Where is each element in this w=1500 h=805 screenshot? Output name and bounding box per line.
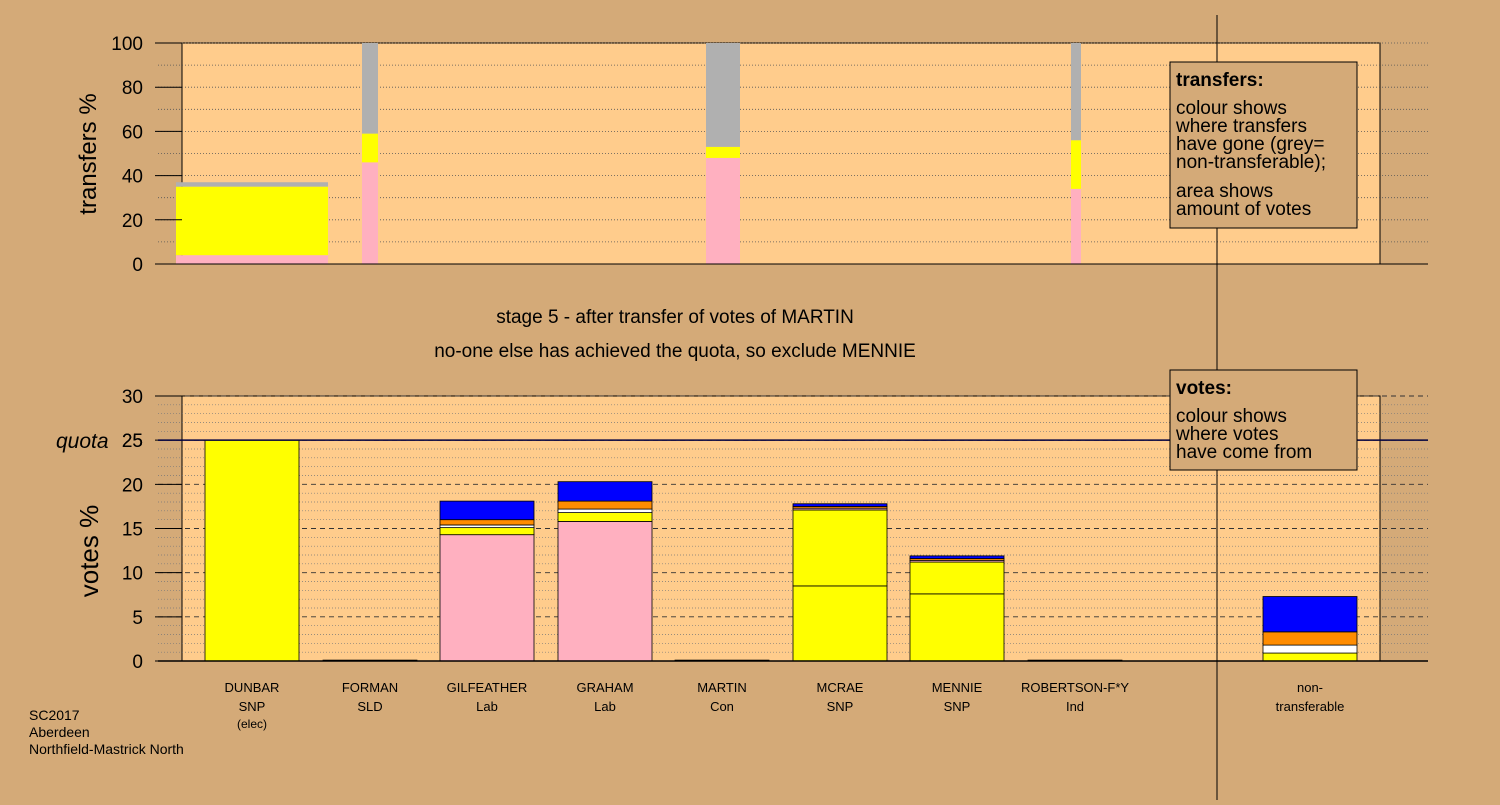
transfers-legend-line: amount of votes	[1176, 199, 1311, 220]
transfer-bar-segment	[362, 162, 378, 264]
vote-bar-segment	[909, 593, 1005, 662]
vote-bar-segment	[557, 512, 653, 522]
footer-line: SC2017	[29, 707, 80, 723]
votes-legend-line: colour shows	[1176, 406, 1287, 427]
votes-tick-label: 15	[122, 520, 143, 541]
vote-bar-segment	[909, 561, 1005, 595]
transfers-legend-line: have gone (grey=	[1176, 134, 1324, 155]
vote-bar-segment	[204, 439, 300, 662]
votes-bars	[204, 439, 1358, 662]
candidate-name: GILFEATHER	[447, 680, 528, 695]
vote-bar-segment	[792, 585, 888, 662]
transfers-tick-label: 60	[122, 122, 143, 143]
footer-line: Aberdeen	[29, 724, 90, 740]
transfer-bar-segment	[706, 43, 740, 147]
candidate-party: Lab	[594, 699, 616, 714]
candidate-party: Con	[710, 699, 734, 714]
transfer-bar-segment	[1071, 188, 1081, 264]
candidate-party: transferable	[1276, 699, 1345, 714]
transfer-bar-segment	[362, 43, 378, 134]
vote-bar-segment	[557, 481, 653, 502]
transfers-tick-label: 40	[122, 167, 143, 188]
transfer-bar-segment	[1071, 140, 1081, 189]
vote-bar-segment	[557, 508, 653, 514]
votes-tick-label: 10	[122, 564, 143, 585]
candidate-note: (elec)	[237, 717, 267, 731]
votes-legend-box	[1169, 369, 1358, 471]
transfer-bar-segment	[706, 157, 740, 264]
candidate-name: DUNBAR	[225, 680, 280, 695]
transfer-bar-segment	[706, 146, 740, 158]
candidate-name: MARTIN	[697, 680, 747, 695]
transfers-tick-label: 80	[122, 78, 143, 99]
votes-tick-label: 25	[122, 431, 143, 452]
transfer-bar-segment	[1071, 43, 1081, 141]
transfers-legend: transfers: colour shows where transfers …	[1169, 61, 1358, 229]
votes-legend-line: where votes	[1175, 424, 1278, 445]
transfers-legend-line: where transfers	[1175, 116, 1307, 137]
candidate-party: SNP	[827, 699, 854, 714]
candidate-name: MCRAE	[817, 680, 864, 695]
vote-bar-segment	[1262, 652, 1358, 662]
candidate-party: Ind	[1066, 699, 1084, 714]
vote-bar-segment	[792, 509, 888, 587]
transfers-y-axis-label: transfers %	[75, 93, 102, 214]
transfers-legend-line: colour shows	[1176, 98, 1287, 119]
vote-bar-segment	[557, 521, 653, 662]
transfers-legend-line: non-transferable);	[1176, 152, 1326, 173]
votes-tick-label: 5	[132, 608, 143, 629]
stage-title: stage 5 - after transfer of votes of MAR…	[496, 307, 854, 328]
transfers-bars	[176, 43, 1081, 264]
candidate-party: Lab	[476, 699, 498, 714]
transfer-bar-segment	[176, 182, 328, 187]
transfers-tick-label: 20	[122, 211, 143, 232]
transfers-legend-line: area shows	[1176, 181, 1273, 202]
votes-y-axis-label: votes %	[74, 505, 104, 598]
vote-bar-segment	[439, 519, 535, 526]
vote-bar-segment	[439, 527, 535, 536]
vote-bar-segment	[1262, 596, 1358, 633]
transfers-tick-label: 100	[111, 34, 143, 55]
transfer-bar-segment	[176, 255, 328, 264]
candidate-name: non-	[1297, 680, 1323, 695]
votes-tick-label: 30	[122, 387, 143, 408]
vote-bar-segment	[909, 555, 1005, 559]
vote-bar-segment	[439, 500, 535, 521]
vote-bar-segment	[557, 500, 653, 510]
vote-bar-segment	[1262, 644, 1358, 654]
votes-legend-line: have come from	[1176, 442, 1312, 463]
vote-bar-segment	[792, 503, 888, 507]
vote-bar-segment	[439, 534, 535, 662]
candidate-name: GRAHAM	[576, 680, 633, 695]
transfer-bar-segment	[176, 186, 328, 256]
candidate-party: SLD	[357, 699, 382, 714]
votes-legend-title: votes:	[1176, 378, 1232, 399]
candidate-labels: DUNBAR SNP (elec) FORMAN SLD GILFEATHER Lab GRA…	[225, 680, 1345, 731]
transfer-bar-segment	[362, 133, 378, 163]
candidate-name: ROBERTSON-F*Y	[1021, 680, 1129, 695]
candidate-name: MENNIE	[932, 680, 983, 695]
votes-tick-label: 0	[132, 652, 143, 673]
transfers-legend-title: transfers:	[1176, 70, 1264, 91]
candidate-name: FORMAN	[342, 680, 398, 695]
transfers-legend-box	[1169, 61, 1358, 229]
stage-subtitle: no-one else has achieved the quota, so e…	[434, 341, 916, 362]
votes-legend: votes: colour shows where votes have com…	[1169, 369, 1358, 471]
quota-tick-label: 25	[122, 431, 143, 452]
footer-line: Northfield-Mastrick North	[29, 741, 184, 757]
candidate-party: SNP	[239, 699, 266, 714]
vote-bar-segment	[1262, 631, 1358, 646]
transfers-y-ticks: 0 20 40 60 80 100	[111, 34, 182, 276]
quota-label: quota	[56, 430, 109, 453]
transfers-tick-label: 0	[132, 255, 143, 276]
candidate-party: SNP	[944, 699, 971, 714]
votes-tick-label: 20	[122, 475, 143, 496]
